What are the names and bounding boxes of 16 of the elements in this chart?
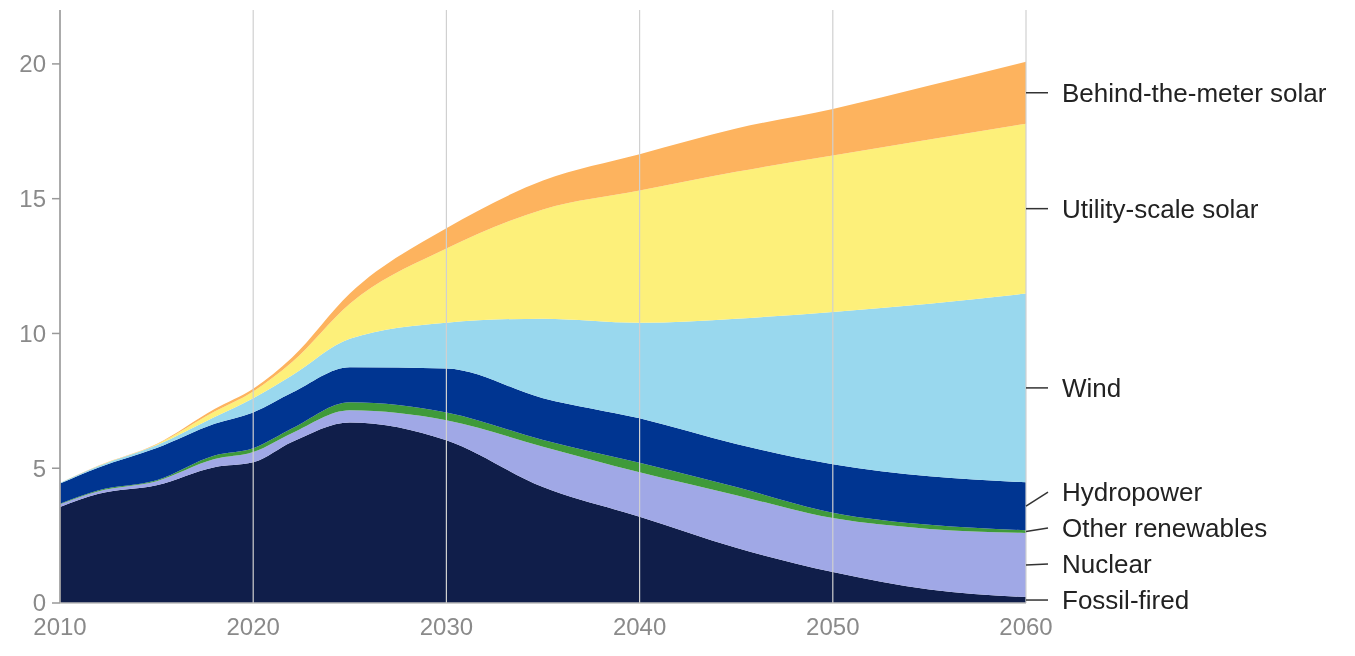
y-tick-label: 10: [19, 319, 46, 347]
x-tick-label: 2020: [226, 613, 280, 640]
series-label: Other renewables: [1062, 513, 1268, 544]
x-tick-label: 2060: [999, 613, 1053, 640]
x-tick-label: 2030: [419, 613, 474, 640]
series-label: Wind: [1062, 373, 1122, 403]
y-tick-label: 15: [19, 185, 46, 213]
series-label: Hydropower: [1062, 477, 1203, 508]
series-label: Utility-scale solar: [1062, 193, 1259, 224]
series-label: Nuclear: [1062, 549, 1152, 580]
y-tick-label: 20: [19, 50, 46, 78]
series-label: Fossil-fired: [1062, 585, 1190, 616]
x-tick-label: 2040: [612, 613, 667, 640]
series-label: Behind-the-meter solar: [1062, 77, 1327, 108]
x-tick-label: 2050: [806, 613, 860, 640]
y-tick-label: 5: [32, 454, 46, 482]
